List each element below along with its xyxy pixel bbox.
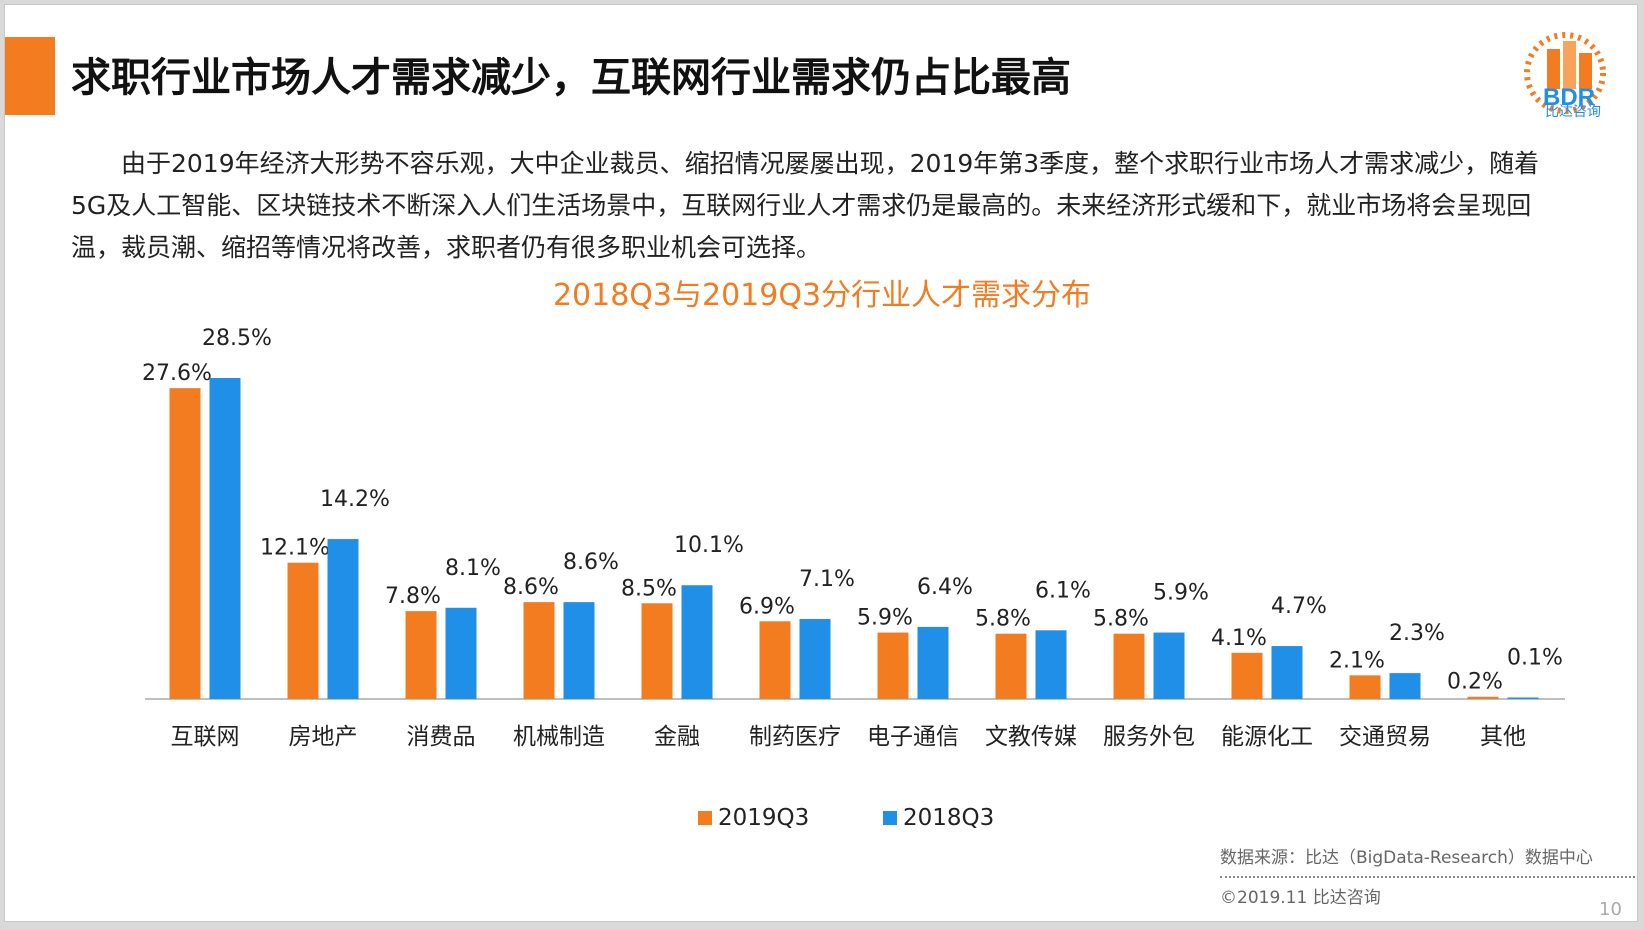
category-label: 其他 [1480,724,1526,750]
bar-2018Q3-互联网 [209,378,241,699]
bar-2018Q3-机械制造 [563,602,595,699]
bar-2019Q3-交通贸易 [1349,675,1381,699]
page-number: 10 [1599,899,1622,920]
data-label: 6.4% [917,575,973,600]
data-label: 12.1% [260,536,330,561]
data-label: 6.1% [1035,578,1091,603]
data-label: 4.7% [1271,594,1327,619]
data-label: 10.1% [674,533,744,558]
bdr-logo-icon: BDR [1524,32,1606,114]
bar-2019Q3-能源化工 [1231,652,1263,699]
data-label: 5.9% [1153,581,1209,606]
bar-2018Q3-金融 [681,585,713,699]
intro-paragraph: 由于2019年经济大形势不容乐观，大中企业裁员、缩招情况屡屡出现，2019年第3… [71,149,1540,262]
bar-2019Q3-互联网 [169,388,201,699]
bar-2018Q3-服务外包 [1153,632,1185,699]
category-label: 消费品 [407,724,476,750]
data-label: 5.8% [1093,607,1149,632]
data-source: 数据来源：比达（BigData-Research）数据中心 [1220,848,1593,868]
category-label: 金融 [654,724,700,750]
bar-2019Q3-制药医疗 [759,621,791,699]
category-label: 互联网 [171,724,240,750]
data-label: 0.1% [1507,646,1563,671]
data-label: 7.8% [385,584,441,609]
bar-2018Q3-交通贸易 [1389,673,1421,699]
category-label: 交通贸易 [1339,724,1431,750]
copyright: ©2019.11 比达咨询 [1220,888,1381,908]
data-label: 6.9% [739,594,795,619]
bar-chart: 27.6% 28.5% 互联网 12.1% 14.2% 房地产 7.8%8.1% 消费品 8.6… [142,326,1565,831]
category-label: 机械制造 [513,724,605,750]
data-label: 5.8% [975,607,1031,632]
bar-2018Q3-电子通信 [917,626,949,699]
bar-2018Q3-能源化工 [1271,646,1303,699]
data-label: 4.1% [1211,626,1267,651]
data-label: 27.6% [142,361,212,386]
data-label: 28.5% [202,326,272,351]
bar-2019Q3-房地产 [287,562,319,699]
slide: 求职行业市场人才需求减少，互联网行业需求仍占比最高 BDR 比达咨询 由于201… [4,4,1638,922]
category-label: 服务外包 [1103,724,1195,750]
bar-2019Q3-其他 [1467,696,1499,699]
logo-subtitle: 比达咨询 [1545,104,1601,120]
category-label: 房地产 [289,724,358,750]
category-label: 能源化工 [1221,724,1313,750]
data-label: 8.6% [503,575,559,600]
legend-swatch-2018Q3 [883,811,897,825]
title-accent-bar [5,37,55,115]
chart-title: 2018Q3与2019Q3分行业人才需求分布 [552,278,1092,313]
legend-swatch-2019Q3 [698,811,712,825]
bar-2018Q3-房地产 [327,539,359,699]
bar-2018Q3-消费品 [445,607,477,699]
category-label: 制药医疗 [749,724,841,750]
bar-2019Q3-金融 [641,603,673,699]
data-label: 2.1% [1329,648,1385,673]
bar-2019Q3-消费品 [405,611,437,699]
slide-title: 求职行业市场人才需求减少，互联网行业需求仍占比最高 [71,55,1071,101]
legend-label: 2019Q3 [718,805,809,831]
bar-2019Q3-服务外包 [1113,633,1145,699]
category-label: 文教传媒 [985,724,1077,750]
data-label: 0.2% [1447,670,1503,695]
logo-text: BDR [1543,84,1595,111]
data-label: 2.3% [1389,621,1445,646]
dotted-divider [1220,876,1635,878]
bar-2018Q3-其他 [1507,697,1539,699]
data-label: 14.2% [320,487,390,512]
data-label: 8.1% [445,556,501,581]
bar-2019Q3-文教传媒 [995,633,1027,699]
category-label: 电子通信 [867,724,959,750]
data-label: 5.9% [857,606,913,631]
data-label: 7.1% [799,567,855,592]
bar-2018Q3-制药医疗 [799,619,831,699]
legend-label: 2018Q3 [903,805,994,831]
bar-2019Q3-机械制造 [523,602,555,699]
bar-2018Q3-文教传媒 [1035,630,1067,699]
data-label: 8.6% [563,550,619,575]
bar-2019Q3-电子通信 [877,632,909,699]
data-label: 8.5% [621,576,677,601]
